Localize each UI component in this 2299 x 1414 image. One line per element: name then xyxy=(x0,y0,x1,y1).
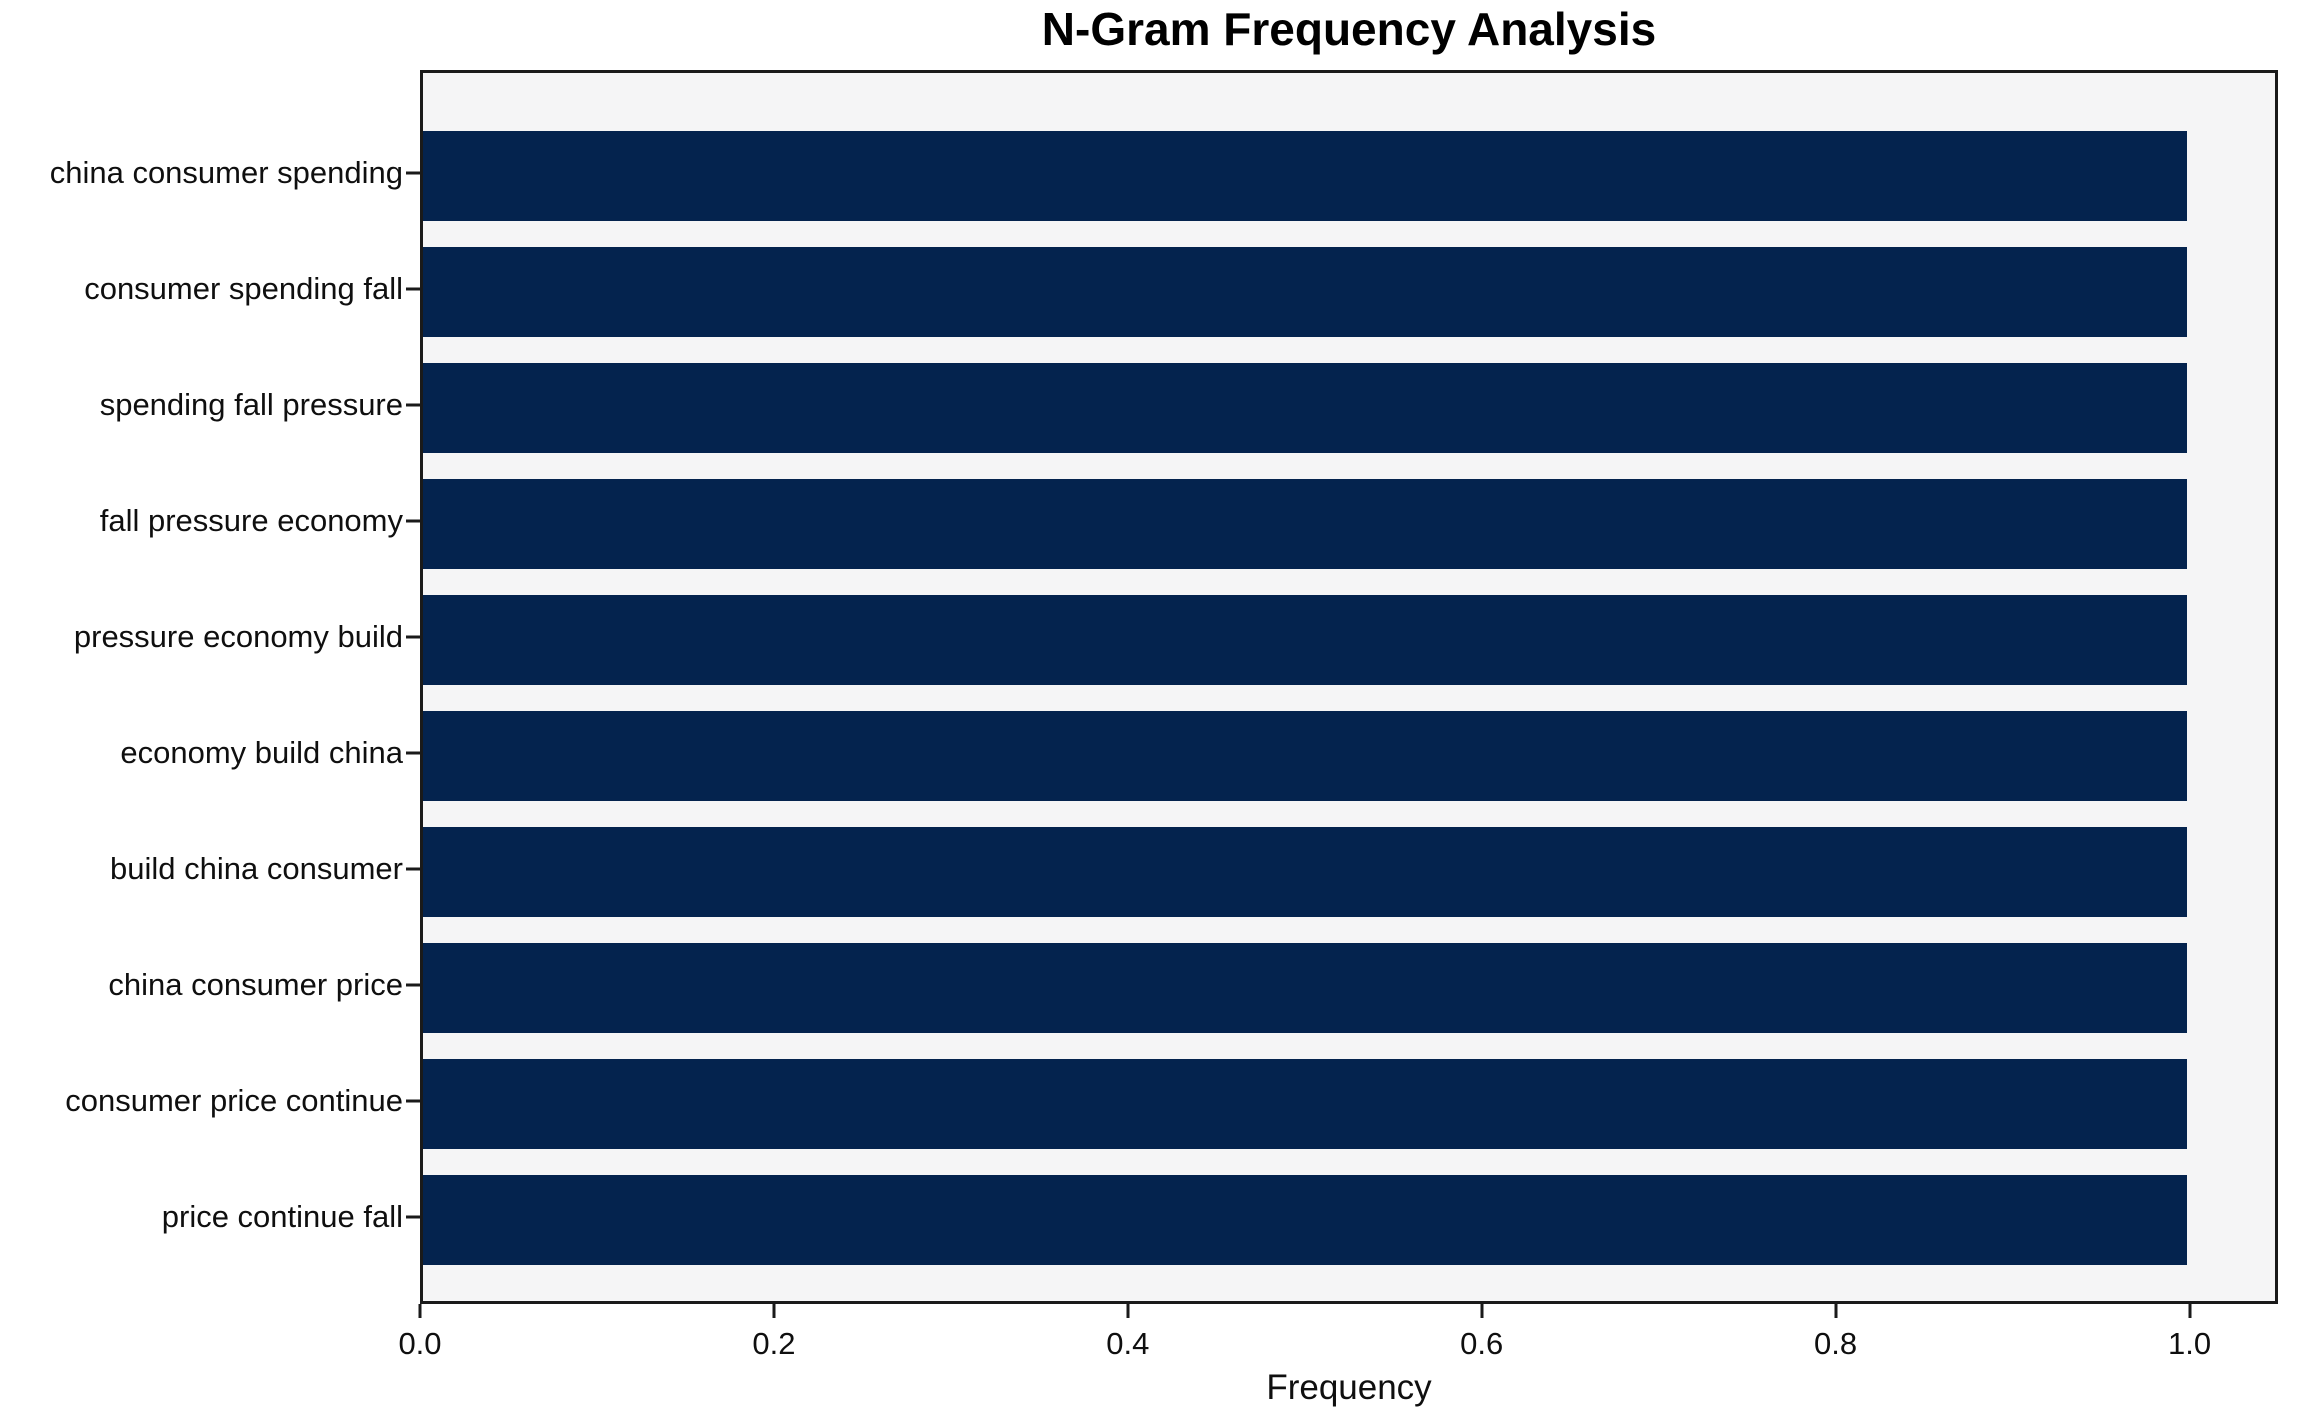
y-tick-mark xyxy=(406,1099,420,1103)
plot-area xyxy=(420,70,2278,1304)
bar-china-consumer-price xyxy=(423,943,2187,1033)
bar-pressure-economy-build xyxy=(423,595,2187,685)
bar-price-continue-fall xyxy=(423,1175,2187,1265)
y-tick-mark xyxy=(406,287,420,291)
chart-title: N-Gram Frequency Analysis xyxy=(1041,3,1657,55)
y-tick-label: pressure economy build xyxy=(73,619,403,654)
bar-consumer-price-continue xyxy=(423,1059,2187,1149)
bar-fall-pressure-economy xyxy=(423,479,2187,569)
y-tick-mark xyxy=(406,403,420,407)
bar-consumer-spending-fall xyxy=(423,247,2187,337)
y-tick-mark xyxy=(406,983,420,987)
x-tick-mark xyxy=(2188,1304,2192,1318)
y-tick-mark xyxy=(406,519,420,523)
y-tick-mark xyxy=(406,751,420,755)
x-tick-label: 0.4 xyxy=(1106,1326,1150,1361)
x-tick-label: 0.2 xyxy=(752,1326,796,1361)
bar-build-china-consumer xyxy=(423,827,2187,917)
y-tick-label: price continue fall xyxy=(161,1199,403,1234)
y-tick-mark xyxy=(406,1215,420,1219)
x-axis-label: Frequency xyxy=(1266,1368,1432,1407)
y-tick-label: economy build china xyxy=(120,735,403,770)
bar-spending-fall-pressure xyxy=(423,363,2187,453)
y-tick-label: consumer price continue xyxy=(65,1083,403,1118)
x-tick-label: 0.0 xyxy=(398,1326,442,1361)
x-tick-mark xyxy=(1480,1304,1484,1318)
x-tick-label: 1.0 xyxy=(2167,1326,2212,1361)
x-tick-mark xyxy=(1834,1304,1838,1318)
y-tick-label: spending fall pressure xyxy=(99,387,403,422)
y-tick-mark xyxy=(406,867,420,871)
x-tick-label: 0.8 xyxy=(1814,1326,1858,1361)
bar-china-consumer-spending xyxy=(423,131,2187,221)
y-tick-mark xyxy=(406,171,420,175)
y-tick-label: fall pressure economy xyxy=(99,503,403,538)
y-tick-label: china consumer spending xyxy=(49,155,403,190)
y-tick-label: consumer spending fall xyxy=(84,271,403,306)
y-tick-label: china consumer price xyxy=(108,967,403,1002)
x-tick-mark xyxy=(772,1304,776,1318)
y-tick-mark xyxy=(406,635,420,639)
x-tick-mark xyxy=(1126,1304,1130,1318)
x-tick-label: 0.6 xyxy=(1460,1326,1504,1361)
x-tick-mark xyxy=(418,1304,422,1318)
y-tick-label: build china consumer xyxy=(110,851,403,886)
bar-economy-build-china xyxy=(423,711,2187,801)
